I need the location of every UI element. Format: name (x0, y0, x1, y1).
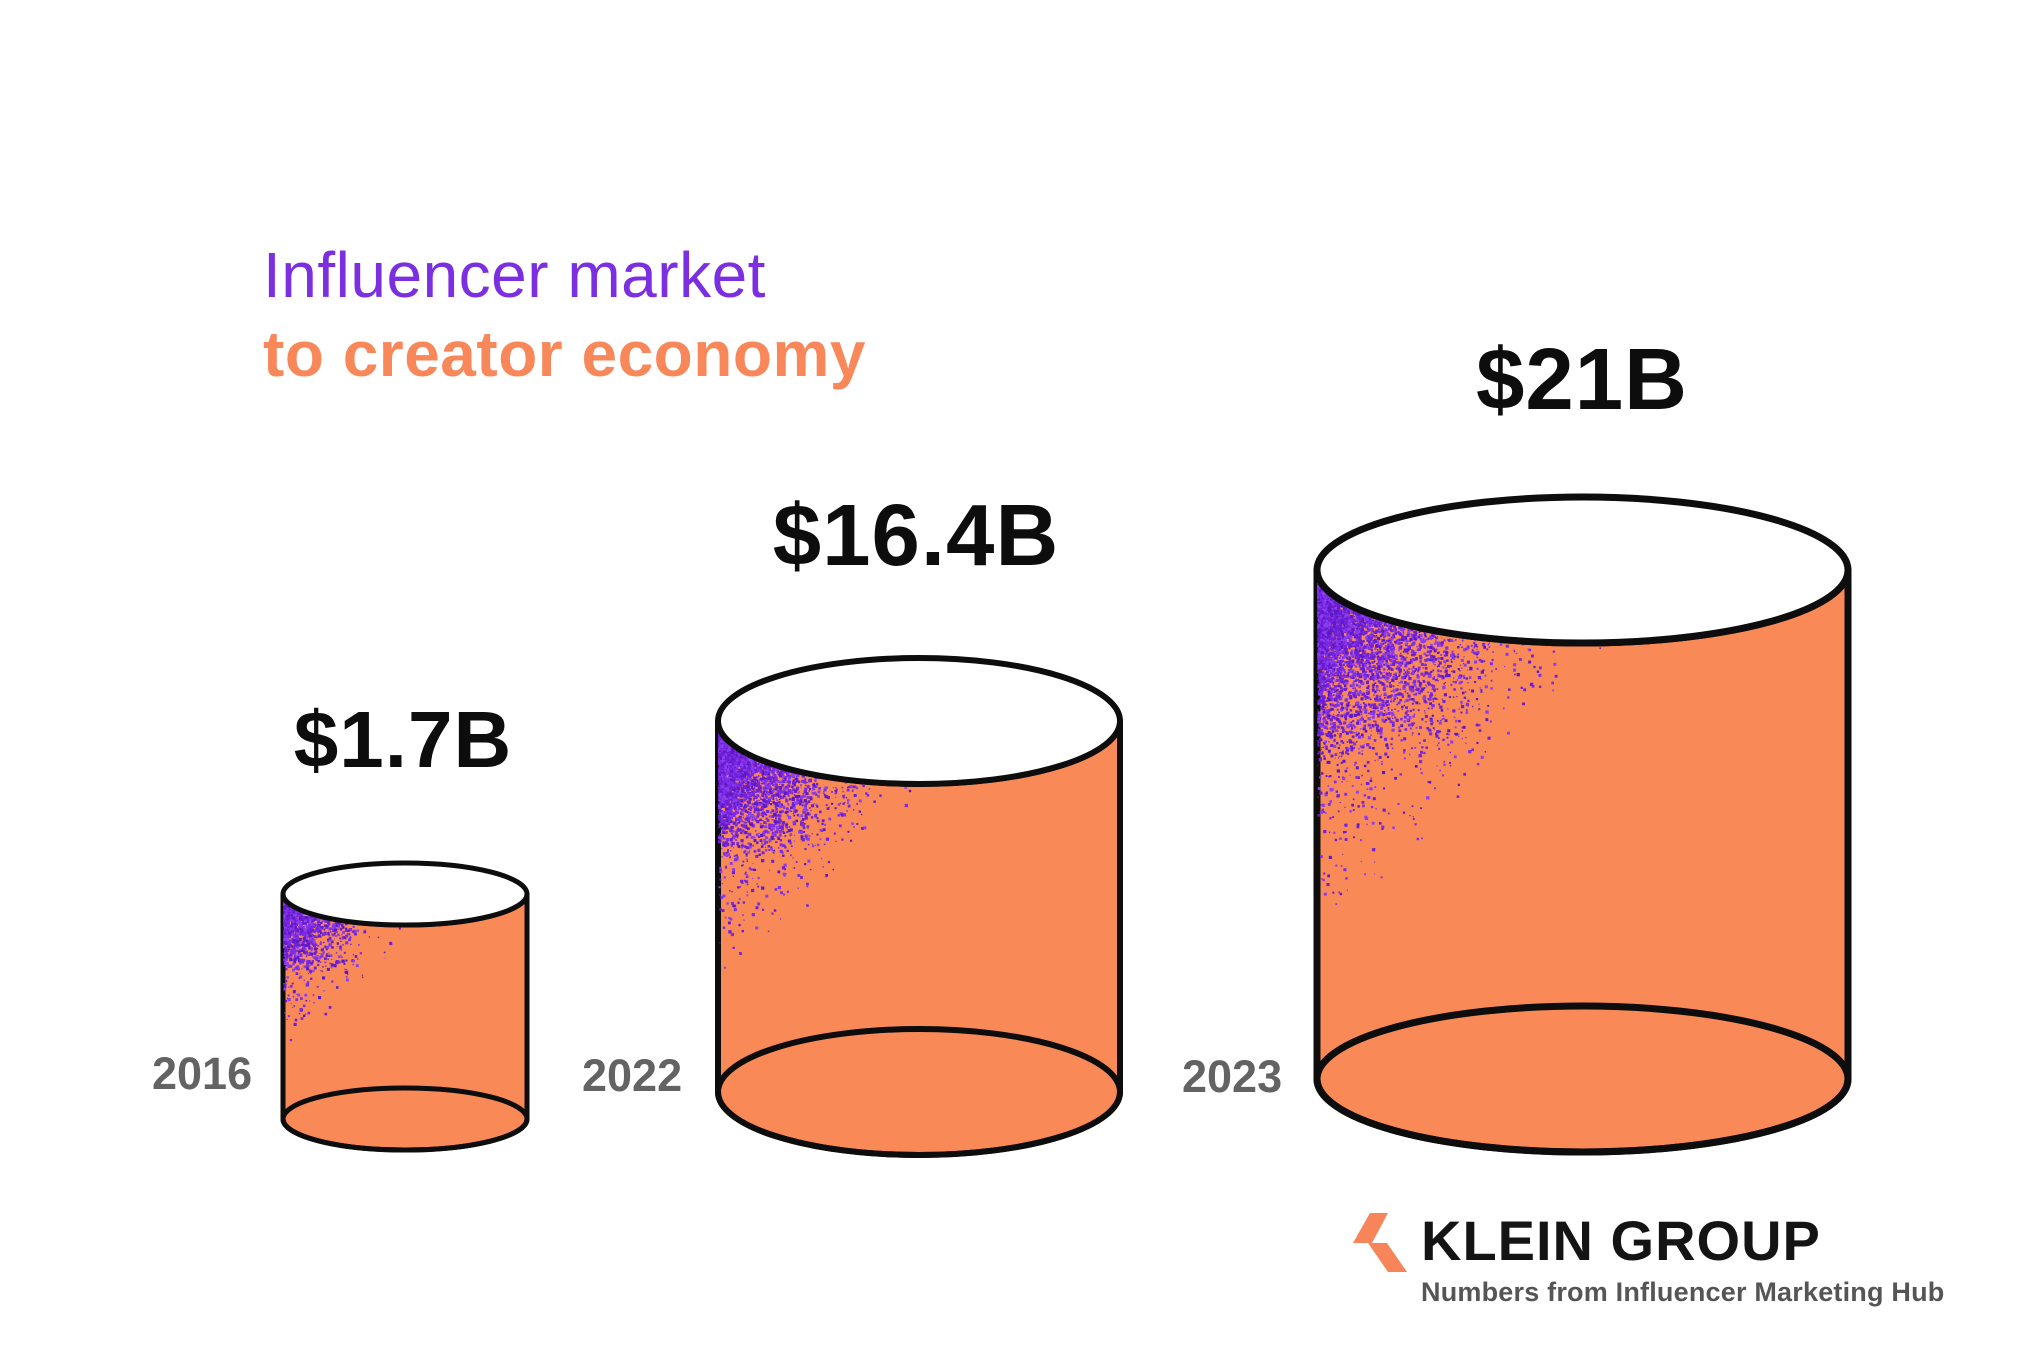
title-line-1: Influencer market (263, 239, 766, 311)
cylinder-2022 (715, 655, 1123, 1158)
year-label-2023: 2023 (1182, 1051, 1283, 1102)
klein-chevron-mark-icon (1353, 1213, 1407, 1272)
logo-text: KLEIN GROUP Numbers from Influencer Mark… (1421, 1213, 1944, 1306)
year-label-2016: 2016 (152, 1048, 253, 1099)
logo-name: KLEIN GROUP (1421, 1209, 1821, 1272)
cylinder-2016 (280, 860, 530, 1153)
logo-tagline: Numbers from Influencer Marketing Hub (1421, 1277, 1945, 1307)
value-label-2023: $21B (1476, 331, 1688, 428)
value-label-2022: $16.4B (772, 487, 1060, 584)
klein-group-logo: KLEIN GROUP Numbers from Influencer Mark… (1353, 1213, 1944, 1306)
year-label-2022: 2022 (582, 1050, 683, 1101)
chart-title: Influencer market to creator economy (263, 243, 866, 386)
value-label-2016: $1.7B (293, 695, 513, 784)
title-line-2: to creator economy (263, 318, 866, 390)
cylinder-2023 (1313, 493, 1852, 1156)
